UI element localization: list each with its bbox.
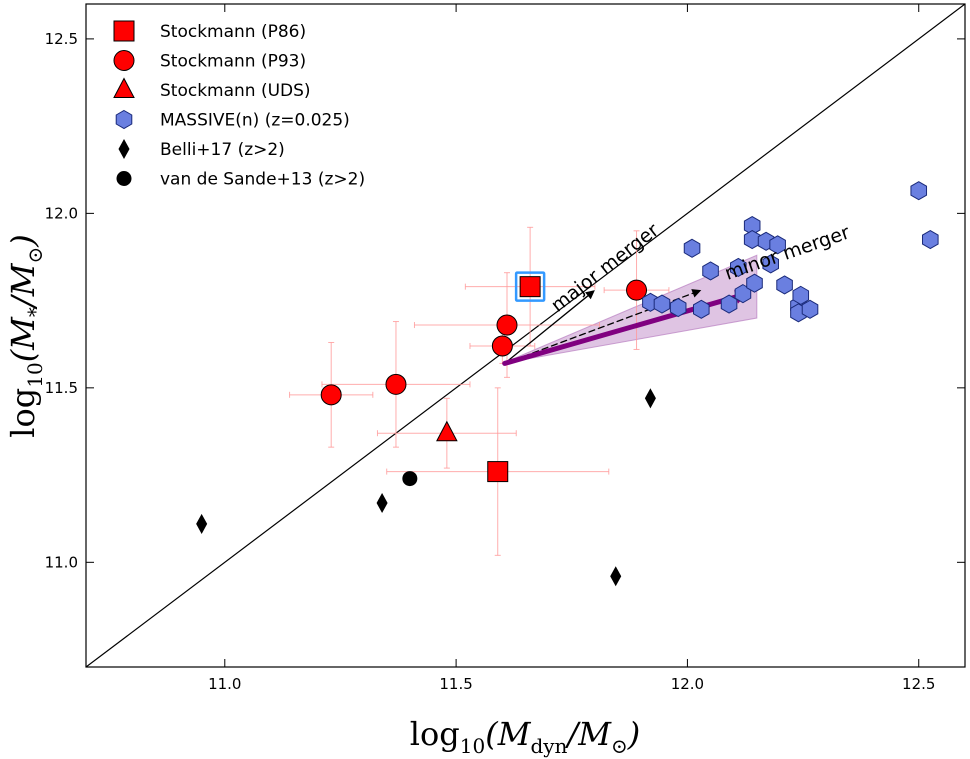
point-stockmann-p93-1 [385, 373, 407, 395]
y-tick-label-1: 11.5 [45, 379, 78, 397]
plot-frame [85, 3, 966, 668]
axis-ticks: 11.0 11.5 12.0 12.5 11.0 11.5 12.0 12.5 [45, 4, 965, 693]
x-axis-label: log10(Mdyn/M⊙) [410, 715, 640, 758]
point-massive-n-z-0-025-5 [702, 261, 719, 281]
point-massive-n-z-0-025-19 [801, 299, 819, 319]
point-massive-n-z-0-025-7 [730, 257, 747, 278]
x-tick-label-2: 12.0 [671, 675, 704, 693]
point-belli-17-z-2-1 [376, 492, 388, 514]
point-stockmann-p93-2 [491, 335, 513, 357]
x-tick-label-1: 11.5 [439, 675, 472, 693]
y-axis-label-body: (M [4, 316, 42, 362]
point-belli-17-z-2-2 [610, 566, 622, 587]
legend: Stockmann (P86) Stockmann (P93) Stockmann … [113, 20, 365, 190]
point-massive-n-z-0-025-11 [746, 273, 763, 293]
legend-label-1: Stockmann (P93) [160, 52, 306, 72]
minor-merger-dashed-arrow-head [691, 289, 702, 298]
y-axis-label-close: ) [4, 234, 42, 247]
point-massive-n-z-0-025-2 [669, 298, 687, 318]
y-axis-label-prefix: log [4, 388, 42, 438]
y-tick-label-2: 12.0 [45, 204, 78, 222]
one-to-one-line [86, 4, 965, 667]
point-massive-n-z-0-025-18 [792, 285, 810, 305]
point-van-de-sande-13-z-2-0 [402, 471, 418, 487]
y-axis-label-sub3: ⊙ [23, 247, 47, 264]
point-massive-n-z-0-025-14 [769, 235, 786, 255]
legend-marker-1 [113, 50, 135, 71]
x-axis-label-sub3: ⊙ [611, 734, 628, 758]
x-axis-label-prefix: log [410, 715, 460, 753]
y-axis-label-tail: /M [4, 262, 42, 310]
y-axis-label-sub2: * [23, 307, 47, 317]
point-massive-n-z-0-025-3 [683, 238, 701, 258]
x-axis-label-body: (M [485, 715, 531, 753]
major-merger-arrow-shaft [504, 295, 589, 365]
point-massive-n-z-0-025-10 [743, 229, 761, 250]
legend-marker-5 [116, 171, 132, 186]
major-merger-arrow-head [585, 290, 595, 300]
point-stockmann-p93-3 [496, 314, 518, 336]
point-stockmann-p93-0 [320, 384, 342, 406]
x-axis-label-tail: /M [564, 715, 612, 753]
minor-merger-dashed-arrow-shaft [504, 292, 694, 365]
legend-marker-3 [115, 109, 133, 130]
legend-label-3: MASSIVE(n) (z=0.025) [160, 111, 350, 131]
x-tick-label-3: 12.5 [902, 675, 935, 693]
y-axis-label: log10(M*/M⊙) [4, 234, 47, 437]
point-stockmann-uds-0 [436, 420, 458, 442]
y-axis-label-sub: 10 [23, 362, 47, 387]
x-tick-label-0: 11.0 [208, 675, 241, 693]
point-massive-n-z-0-025-6 [720, 294, 738, 314]
point-massive-n-z-0-025-15 [776, 275, 793, 295]
point-massive-n-z-0-025-1 [653, 294, 671, 314]
legend-marker-0 [113, 20, 135, 42]
one-to-one-line-layer [86, 4, 965, 667]
x-axis-label-sub2: dyn [530, 734, 567, 758]
highlight-box [514, 271, 546, 302]
point-massive-n-z-0-025-21 [922, 229, 939, 250]
y-tick-label-3: 12.5 [45, 30, 78, 48]
legend-label-2: Stockmann (UDS) [160, 81, 311, 101]
plot-area [86, 4, 965, 667]
point-massive-n-z-0-025-4 [693, 299, 710, 319]
x-axis-label-sub: 10 [460, 734, 485, 758]
legend-label-5: van de Sande+13 (z>2) [160, 170, 365, 190]
legend-label-0: Stockmann (P86) [160, 22, 306, 42]
data-points-layer [196, 181, 939, 587]
legend-label-4: Belli+17 (z>2) [160, 140, 285, 160]
point-massive-n-z-0-025-20 [910, 181, 928, 201]
point-massive-n-z-0-025-13 [762, 254, 779, 274]
annotation-minor-merger: minor merger [722, 221, 853, 284]
point-stockmann-p86-1 [487, 461, 509, 483]
point-stockmann-p93-4 [626, 279, 648, 301]
legend-marker-4 [118, 138, 130, 160]
error-bar-layer [289, 226, 670, 556]
point-belli-17-z-2-3 [644, 388, 656, 409]
x-axis-label-close: ) [627, 715, 640, 753]
point-stockmann-p86-0 [519, 276, 541, 298]
legend-marker-2 [113, 77, 135, 98]
point-belli-17-z-2-0 [196, 513, 208, 534]
y-tick-label-0: 11.0 [45, 553, 78, 571]
